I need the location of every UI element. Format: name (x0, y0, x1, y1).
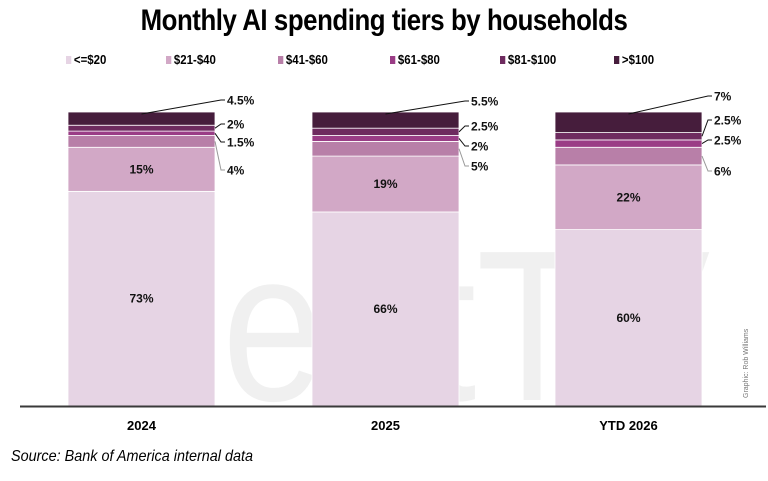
bar-segment (67, 135, 216, 148)
callout-label: 2.5% (714, 134, 742, 148)
leader-line (701, 155, 712, 172)
bars-group (67, 111, 703, 407)
legend-label: $41-$60 (285, 52, 328, 67)
source-note: Source: Bank of America internal data (11, 448, 254, 465)
data-label: 22% (616, 190, 640, 204)
legend-swatch (66, 55, 72, 64)
leader-line (701, 119, 712, 137)
x-tick-label: 2025 (371, 418, 400, 433)
data-label: 66% (373, 302, 397, 316)
data-labels-group: 73% 66% 60% 15% 19% 22% 4% 5% 6% 1.5% 2% 2.5% 2% 2.5%… (129, 90, 741, 325)
legend: <=$20 $21-$40 $41-$60 $61-$80 $81-$100 >$100 (0, 52, 768, 72)
data-label: 60% (616, 311, 640, 325)
x-tick-labels: 2024 2025 YTD 2026 (127, 418, 658, 433)
bar-segment (67, 130, 216, 136)
callout-label: 7% (714, 90, 732, 104)
leader-line (628, 95, 712, 115)
legend-label: $21-$40 (173, 52, 216, 67)
leader-line (141, 99, 225, 115)
leader-line (458, 148, 469, 167)
leader-line (701, 139, 712, 145)
legend-item: $81-$100 (500, 52, 556, 67)
bar-segment (311, 140, 460, 157)
data-label: 15% (129, 162, 153, 176)
bar-segment (554, 229, 703, 407)
callout-label: 4.5% (227, 94, 255, 108)
bar-segment (67, 111, 216, 126)
chart-title: Monthly AI spending tiers by households (140, 4, 628, 37)
legend-swatch (390, 55, 396, 64)
bar-segment (554, 146, 703, 166)
legend-item: <=$20 (66, 52, 106, 67)
callout-label: 1.5% (227, 136, 255, 150)
bar-segment (67, 124, 216, 132)
leader-line (214, 133, 225, 143)
bar-segment (554, 132, 703, 141)
data-label: 19% (373, 177, 397, 191)
callout-label: 2% (471, 140, 489, 154)
legend-item: $21-$40 (166, 52, 216, 67)
leader-line (214, 123, 225, 129)
callout-label: 4% (227, 164, 245, 178)
bar-segment (311, 111, 460, 129)
legend-label: <=$20 (73, 52, 107, 67)
legend-swatch (166, 55, 172, 64)
callout-label: 2.5% (714, 114, 742, 128)
x-tick-label: 2024 (127, 418, 157, 433)
callout-label: 2.5% (471, 120, 499, 134)
legend-label: $81-$100 (507, 52, 557, 67)
graphic-credit: Graphic: Rob Williams (743, 328, 750, 398)
bar-segment (554, 139, 703, 148)
bar-segment (311, 211, 460, 407)
bar-segment (311, 127, 460, 136)
bar-segment (554, 164, 703, 230)
leader-line (458, 138, 469, 147)
legend-label: $61-$80 (397, 52, 440, 67)
legend-item: >$100 (614, 52, 654, 67)
data-label: 73% (129, 292, 153, 306)
leader-line (214, 141, 225, 171)
callout-label: 5.5% (471, 95, 499, 109)
x-tick-label: YTD 2026 (599, 418, 658, 433)
leader-line (385, 100, 469, 115)
legend-item: $61-$80 (390, 52, 440, 67)
bar-segment (311, 135, 460, 142)
legend-swatch (278, 55, 284, 64)
callout-label: 6% (714, 165, 732, 179)
callout-label: 2% (227, 118, 245, 132)
legend-swatch (500, 55, 506, 64)
legend-label: >$100 (621, 52, 655, 67)
legend-item: $41-$60 (278, 52, 328, 67)
legend-swatch (614, 55, 620, 64)
bar-segment (554, 111, 703, 133)
leader-line (458, 125, 469, 133)
callout-label: 5% (471, 160, 489, 174)
